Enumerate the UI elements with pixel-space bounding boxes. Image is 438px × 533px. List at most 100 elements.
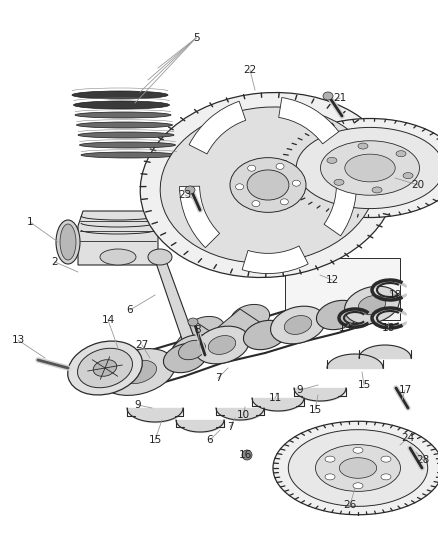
Text: 15: 15 [357,380,371,390]
Text: 22: 22 [244,65,257,75]
Ellipse shape [358,296,386,314]
Text: 8: 8 [194,325,201,335]
Ellipse shape [353,447,363,453]
Polygon shape [325,286,369,321]
Ellipse shape [140,93,396,278]
Ellipse shape [68,341,142,395]
Ellipse shape [93,360,117,376]
Ellipse shape [323,92,333,100]
Text: 13: 13 [11,335,25,345]
Text: 2: 2 [52,257,58,267]
Ellipse shape [353,483,363,489]
Ellipse shape [163,343,207,373]
Ellipse shape [315,445,400,491]
Text: 18: 18 [389,290,402,300]
Ellipse shape [345,286,399,324]
Text: 7: 7 [227,422,233,432]
Ellipse shape [280,199,288,205]
Text: 24: 24 [401,433,415,443]
Wedge shape [189,101,246,154]
Ellipse shape [396,151,406,157]
Text: 9: 9 [297,385,303,395]
Text: 6: 6 [127,305,133,315]
Ellipse shape [242,450,252,460]
Text: 7: 7 [215,373,221,383]
Ellipse shape [327,157,337,164]
Ellipse shape [325,474,335,480]
Wedge shape [242,246,308,273]
Ellipse shape [339,458,377,478]
Ellipse shape [194,326,250,364]
Text: 10: 10 [237,410,250,420]
Text: 26: 26 [343,500,357,510]
Ellipse shape [80,142,176,148]
Ellipse shape [325,456,335,462]
Ellipse shape [78,348,132,387]
Text: 16: 16 [238,450,251,460]
Ellipse shape [120,360,156,384]
Ellipse shape [247,165,256,171]
Text: 27: 27 [135,340,148,350]
Polygon shape [78,211,158,265]
Text: 19: 19 [339,323,352,333]
Ellipse shape [101,349,175,395]
Ellipse shape [208,336,236,354]
Ellipse shape [81,152,177,158]
Ellipse shape [72,91,168,99]
Ellipse shape [358,143,368,149]
Text: 21: 21 [333,93,346,103]
Ellipse shape [284,316,312,334]
Ellipse shape [75,112,171,118]
Ellipse shape [293,180,300,186]
Ellipse shape [188,318,198,326]
Text: 20: 20 [411,180,424,190]
Text: 15: 15 [148,435,162,445]
Polygon shape [155,258,195,348]
Text: 23: 23 [178,190,192,200]
Ellipse shape [160,107,376,263]
Wedge shape [279,98,339,144]
Ellipse shape [288,430,427,506]
Ellipse shape [345,154,395,182]
Ellipse shape [372,187,382,193]
Wedge shape [180,186,219,248]
Ellipse shape [273,421,438,515]
Ellipse shape [236,184,244,190]
Ellipse shape [100,249,136,265]
Text: 9: 9 [135,400,141,410]
Ellipse shape [230,304,270,332]
Text: 14: 14 [101,315,115,325]
Text: 6: 6 [207,435,213,445]
Text: 17: 17 [399,385,412,395]
Text: 18: 18 [381,323,395,333]
Text: 28: 28 [417,455,430,465]
Ellipse shape [56,220,80,264]
Ellipse shape [78,132,174,138]
Polygon shape [287,296,332,331]
Ellipse shape [403,173,413,179]
Ellipse shape [230,158,306,212]
Ellipse shape [74,101,170,109]
Ellipse shape [252,200,260,207]
Ellipse shape [185,317,225,344]
Ellipse shape [280,118,438,217]
Bar [285,258,400,320]
Polygon shape [210,309,264,350]
Text: 1: 1 [27,217,33,227]
Ellipse shape [247,170,289,200]
Ellipse shape [244,320,286,350]
Ellipse shape [276,164,284,169]
Ellipse shape [316,300,360,330]
Ellipse shape [321,141,420,195]
Ellipse shape [148,249,172,265]
Wedge shape [324,171,357,236]
Ellipse shape [298,293,338,320]
Ellipse shape [271,306,325,344]
Polygon shape [173,320,217,363]
Ellipse shape [334,179,344,185]
Text: 5: 5 [193,33,199,43]
Ellipse shape [381,456,391,462]
Ellipse shape [179,340,205,360]
Text: 11: 11 [268,393,282,403]
Ellipse shape [381,474,391,480]
